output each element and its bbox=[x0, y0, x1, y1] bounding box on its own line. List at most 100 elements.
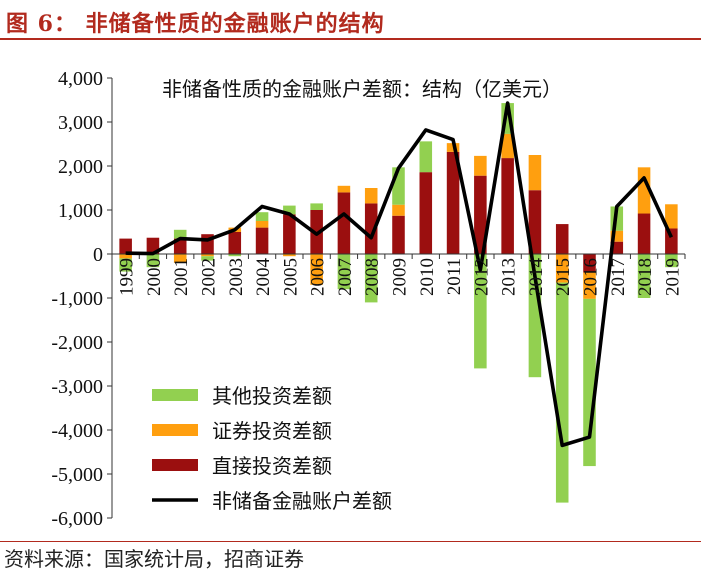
bar-证券投资差额-2017 bbox=[610, 230, 624, 242]
bar-其他投资差额-2005 bbox=[283, 205, 296, 215]
legend-label-直接投资差额: 直接投资差额 bbox=[212, 455, 332, 478]
bar-其他投资差额-2003 bbox=[228, 254, 242, 257]
bar-证券投资差额-2008 bbox=[364, 188, 378, 204]
x-tick-label: 2007 bbox=[335, 258, 356, 296]
x-tick-label: 2004 bbox=[253, 258, 274, 297]
y-tick-label: -5,000 bbox=[51, 464, 103, 486]
x-tick-label: 2017 bbox=[608, 258, 629, 296]
bar-直接投资差额-2014 bbox=[528, 190, 542, 254]
chart-title: 非储备性质的金融账户差额：结构（亿美元） bbox=[162, 78, 562, 101]
bar-直接投资差额-2012 bbox=[474, 175, 487, 254]
x-tick-label: 2006 bbox=[308, 258, 329, 296]
bar-直接投资差额-2009 bbox=[392, 215, 405, 254]
bar-证券投资差额-2019 bbox=[665, 204, 678, 229]
bar-其他投资差额-2001 bbox=[173, 229, 187, 239]
legend-label-其他投资差额: 其他投资差额 bbox=[212, 385, 332, 408]
x-tick-label: 2013 bbox=[499, 258, 520, 296]
y-tick-label: 4,000 bbox=[58, 68, 103, 90]
bar-其他投资差额-2016 bbox=[583, 298, 596, 467]
bar-直接投资差额-2007 bbox=[337, 192, 351, 254]
figure-header: 图 6： 非储备性质的金融账户的结构 bbox=[0, 0, 701, 40]
x-tick-label: 1999 bbox=[117, 258, 138, 296]
x-tick-label: 2009 bbox=[390, 258, 411, 296]
bar-其他投资差额-2004 bbox=[255, 212, 269, 221]
bar-证券投资差额-2004 bbox=[255, 221, 269, 228]
bar-其他投资差额-2000 bbox=[146, 254, 160, 268]
bar-其他投资差额-2019 bbox=[665, 254, 678, 268]
line-layer bbox=[125, 101, 673, 448]
bar-其他投资差额-2018 bbox=[637, 254, 651, 298]
x-tick-label: 2003 bbox=[226, 258, 247, 296]
bar-直接投资差额-2019 bbox=[665, 228, 678, 254]
header-rule bbox=[0, 38, 701, 40]
bar-直接投资差额-2001 bbox=[173, 238, 187, 254]
bar-layer bbox=[119, 103, 678, 503]
bar-直接投资差额-2016 bbox=[583, 254, 596, 273]
figure-title: 图 6： 非储备性质的金融账户的结构 bbox=[6, 11, 385, 37]
footer-rule bbox=[0, 541, 701, 542]
y-tick-label: -3,000 bbox=[51, 376, 103, 398]
x-tick-label: 2019 bbox=[662, 258, 683, 296]
axes-layer: 4,000 3,000 2,000 1,000 0 -1,000 -2,000 -3,000 -… bbox=[51, 68, 686, 530]
series-line-非储备金融账户差额 bbox=[125, 101, 673, 448]
bar-证券投资差额-2016 bbox=[583, 272, 596, 299]
bar-其他投资差额-2015 bbox=[555, 282, 569, 503]
chart: 4,000 3,000 2,000 1,000 0 -1,000 -2,000 -3,000 -… bbox=[51, 68, 686, 530]
x-tick-label: 2005 bbox=[280, 258, 301, 296]
x-tick-label: 2002 bbox=[199, 258, 220, 296]
y-tick-label: 1,000 bbox=[58, 200, 103, 222]
bar-其他投资差额-2010 bbox=[419, 141, 433, 173]
label-layer: 1999 2000 2001 2002 2003 2004 2005 2006 2007 2008… bbox=[117, 78, 684, 296]
legend-swatch-其他投资差额 bbox=[152, 389, 198, 401]
legend-label-非储备金融账户差额: 非储备金融账户差额 bbox=[212, 490, 392, 513]
x-tick-label: 2016 bbox=[581, 258, 602, 296]
y-tick-label: 3,000 bbox=[58, 112, 103, 134]
bar-证券投资差额-2002 bbox=[201, 254, 214, 257]
bar-直接投资差额-2010 bbox=[419, 172, 433, 254]
bar-证券投资差额-2015 bbox=[555, 254, 569, 283]
bar-直接投资差额-2003 bbox=[228, 232, 242, 254]
y-tick-label: -2,000 bbox=[51, 332, 103, 354]
bar-直接投资差额-2013 bbox=[501, 158, 514, 254]
x-tick-label: 2011 bbox=[444, 258, 465, 295]
bar-直接投资差额-2015 bbox=[555, 224, 569, 254]
y-tick-label: -1,000 bbox=[51, 288, 103, 310]
bar-证券投资差额-2006 bbox=[310, 254, 323, 285]
x-tick-label: 2014 bbox=[526, 258, 547, 297]
y-tick-label: -6,000 bbox=[51, 508, 103, 530]
y-tick-label: 0 bbox=[93, 244, 103, 266]
legend-swatch-证券投资差额 bbox=[152, 424, 198, 436]
x-tick-label: 2012 bbox=[471, 258, 492, 296]
bar-证券投资差额-2007 bbox=[337, 185, 351, 193]
bar-其他投资差额-2007 bbox=[337, 254, 351, 290]
x-tick-label: 2018 bbox=[635, 258, 656, 296]
bar-直接投资差额-2018 bbox=[637, 213, 651, 254]
bar-证券投资差额-2009 bbox=[392, 204, 405, 216]
bar-直接投资差额-2008 bbox=[364, 203, 378, 254]
y-tick-label: 2,000 bbox=[58, 156, 103, 178]
bar-直接投资差额-2005 bbox=[283, 214, 296, 254]
bar-直接投资差额-1999 bbox=[119, 238, 132, 254]
x-tick-label: 2000 bbox=[144, 258, 165, 296]
legend-swatch-直接投资差额 bbox=[152, 459, 198, 471]
x-tick-label: 2001 bbox=[171, 258, 192, 296]
bar-证券投资差额-2014 bbox=[528, 155, 542, 191]
source-note: 资料来源：国家统计局，招商证券 bbox=[4, 547, 304, 571]
y-tick-label: -4,000 bbox=[51, 420, 103, 442]
legend-label-证券投资差额: 证券投资差额 bbox=[212, 420, 332, 443]
bar-直接投资差额-2011 bbox=[446, 151, 460, 254]
bar-证券投资差额-2005 bbox=[283, 254, 296, 257]
bar-证券投资差额-2013 bbox=[501, 133, 514, 159]
x-tick-label: 2015 bbox=[553, 258, 574, 296]
bar-证券投资差额-2001 bbox=[173, 254, 187, 263]
x-tick-label: 2010 bbox=[417, 258, 438, 296]
bar-证券投资差额-1999 bbox=[119, 254, 132, 259]
bar-其他投资差额-2002 bbox=[201, 256, 214, 261]
bar-证券投资差额-2012 bbox=[474, 155, 487, 176]
bar-其他投资差额-2008 bbox=[364, 254, 378, 303]
bar-直接投资差额-2004 bbox=[255, 227, 269, 254]
bar-其他投资差额-2006 bbox=[310, 203, 323, 210]
bar-其他投资差额-2012 bbox=[474, 254, 487, 369]
bar-其他投资差额-1999 bbox=[119, 258, 132, 272]
